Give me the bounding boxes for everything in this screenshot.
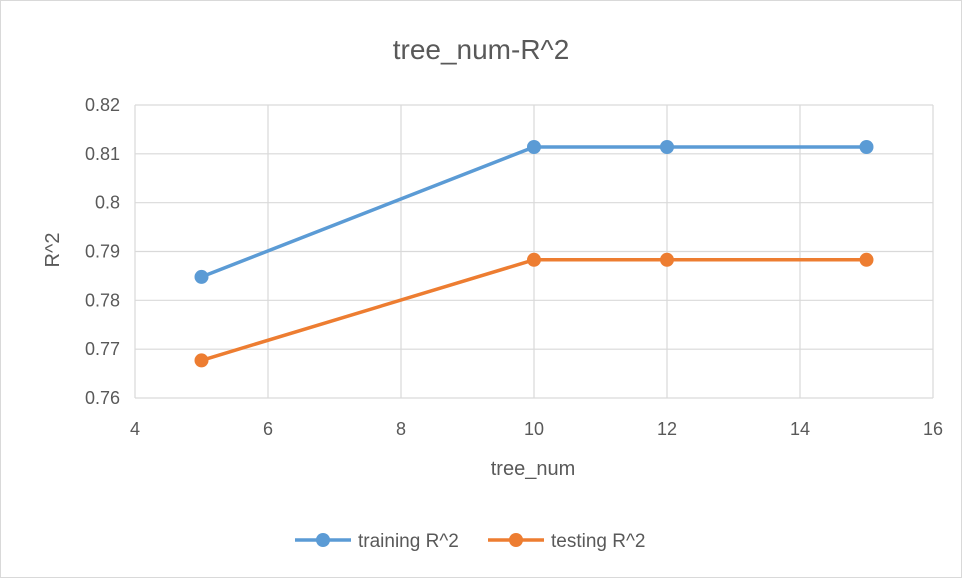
data-point [527,139,541,154]
x-axis-ticks: 4 6 8 10 12 14 16 [130,419,943,439]
series-layer [194,139,874,368]
x-tick-label: 16 [923,419,943,439]
y-tick-label: 0.79 [85,242,120,262]
y-axis-label: R^2 [42,233,64,268]
x-tick-label: 14 [790,419,810,439]
legend-label: training R^2 [358,531,459,552]
y-tick-label: 0.78 [85,290,120,310]
x-tick-label: 8 [396,419,406,439]
data-point [859,252,874,267]
data-point [527,252,541,267]
y-tick-label: 0.8 [95,193,120,213]
legend: training R^2 testing R^2 [295,531,645,552]
x-tick-label: 10 [524,419,544,439]
data-point [194,353,209,368]
x-tick-label: 6 [263,419,273,439]
y-tick-label: 0.76 [85,388,120,408]
legend-item: testing R^2 [488,531,645,552]
x-tick-label: 12 [657,419,677,439]
legend-item: training R^2 [295,531,459,552]
y-tick-label: 0.82 [85,95,120,115]
series-training [194,139,874,284]
legend-marker [509,533,523,547]
legend-label: testing R^2 [551,531,645,552]
data-point [660,139,674,154]
data-point [660,252,674,267]
chart-title: tree_num-R^2 [393,34,570,65]
legend-marker [316,533,330,547]
series-testing [194,252,874,368]
series-line [200,258,867,363]
y-tick-label: 0.77 [85,339,120,359]
series-line [200,145,867,279]
x-tick-label: 4 [130,419,140,439]
y-tick-label: 0.81 [85,144,120,164]
y-axis-ticks: 0.76 0.77 0.78 0.79 0.8 0.81 0.82 [85,95,120,408]
data-point [859,139,874,154]
x-axis-label: tree_num [491,458,576,480]
data-point [194,269,209,284]
